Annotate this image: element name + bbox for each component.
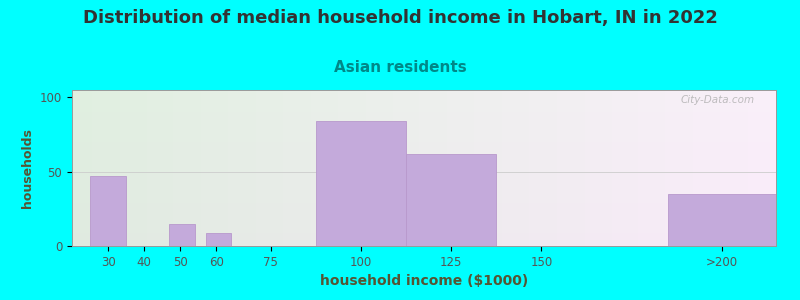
Bar — [170, 224, 194, 246]
Bar — [668, 194, 776, 246]
Text: Distribution of median household income in Hobart, IN in 2022: Distribution of median household income … — [82, 9, 718, 27]
Bar — [90, 176, 126, 246]
X-axis label: household income ($1000): household income ($1000) — [320, 274, 528, 288]
Bar — [316, 121, 406, 246]
Text: City-Data.com: City-Data.com — [681, 95, 755, 105]
Bar — [406, 154, 496, 246]
Y-axis label: households: households — [22, 128, 34, 208]
Text: Asian residents: Asian residents — [334, 60, 466, 75]
Bar — [206, 232, 231, 246]
